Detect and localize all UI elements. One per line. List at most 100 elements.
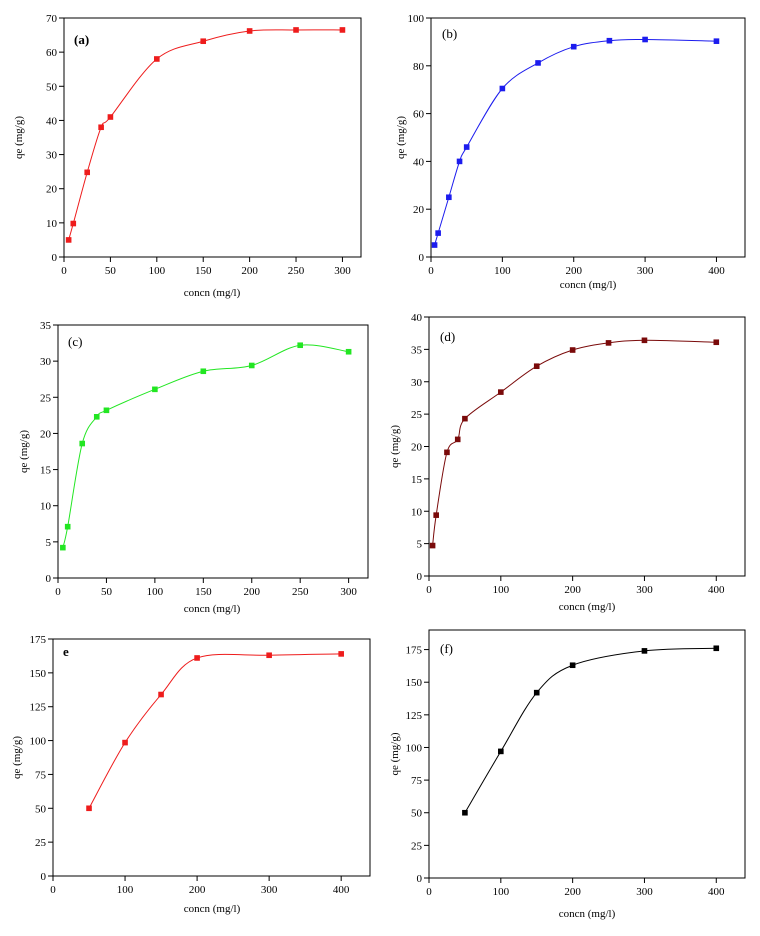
x-tick-label: 0 xyxy=(55,586,61,598)
data-point xyxy=(533,689,540,696)
data-point xyxy=(641,337,648,344)
fit-curve xyxy=(88,653,342,809)
x-tick-label: 200 xyxy=(565,265,582,277)
y-tick-label: 0 xyxy=(417,873,423,885)
y-tick-label: 75 xyxy=(35,769,47,781)
x-tick-label: 200 xyxy=(564,584,581,596)
data-point xyxy=(338,651,344,657)
data-point xyxy=(70,220,77,227)
panel-label: (a) xyxy=(74,32,89,47)
data-point xyxy=(605,340,612,346)
x-axis-label: concn (mg/l) xyxy=(184,287,241,299)
x-tick-label: 100 xyxy=(493,584,510,596)
fit-curve xyxy=(68,29,343,241)
chart-panel-4: 0 100 200 300 400 0 5 10 15 20 25 30 35 40 concn (mg/l… xyxy=(389,312,746,613)
x-tick-label: 400 xyxy=(708,886,725,898)
data-point xyxy=(297,342,303,349)
y-tick-label: 10 xyxy=(40,501,52,513)
y-tick-label: 20 xyxy=(46,184,58,196)
y-tick-label: 40 xyxy=(46,115,58,127)
data-point xyxy=(79,440,86,447)
data-point xyxy=(569,347,576,353)
y-tick-label: 30 xyxy=(411,377,423,389)
y-tick-label: 35 xyxy=(411,344,423,356)
data-point xyxy=(93,414,100,420)
x-tick-label: 100 xyxy=(117,884,134,896)
data-point xyxy=(533,363,540,370)
y-tick-label: 0 xyxy=(41,871,47,883)
x-axis-label: concn (mg/l) xyxy=(559,601,616,613)
data-point xyxy=(446,194,452,201)
data-point xyxy=(606,37,613,44)
y-tick-label: 50 xyxy=(35,803,47,815)
y-tick-label: 20 xyxy=(413,204,425,216)
y-tick-label: 40 xyxy=(413,156,425,168)
panel-label: e xyxy=(63,644,69,659)
y-tick-label: 0 xyxy=(419,252,425,264)
x-tick-label: 100 xyxy=(493,886,510,898)
x-axis-label: concn (mg/l) xyxy=(184,903,241,915)
data-point xyxy=(535,60,541,66)
x-tick-label: 200 xyxy=(189,884,206,896)
y-tick-label: 25 xyxy=(35,837,47,849)
y-tick-label: 5 xyxy=(417,539,423,551)
x-tick-label: 100 xyxy=(149,265,166,277)
y-tick-label: 25 xyxy=(411,409,423,421)
y-tick-label: 50 xyxy=(411,808,423,820)
data-point xyxy=(65,237,72,243)
y-tick-label: 60 xyxy=(413,109,425,121)
y-tick-label: 30 xyxy=(40,356,52,368)
x-tick-label: 200 xyxy=(241,265,258,277)
data-point xyxy=(64,523,71,530)
y-axis-label: qe (mg/g) xyxy=(18,430,30,473)
data-point xyxy=(98,124,104,131)
y-tick-label: 5 xyxy=(46,537,52,549)
x-tick-label: 300 xyxy=(637,265,654,277)
y-tick-label: 100 xyxy=(408,13,425,25)
data-point xyxy=(339,27,346,33)
data-point xyxy=(713,645,720,652)
data-point xyxy=(60,544,66,551)
data-point xyxy=(154,56,160,62)
y-tick-label: 15 xyxy=(40,465,52,477)
fit-curve xyxy=(464,647,717,813)
data-point xyxy=(293,27,299,33)
data-point xyxy=(463,144,470,150)
y-tick-label: 75 xyxy=(411,775,423,787)
data-point xyxy=(713,339,720,346)
y-tick-label: 175 xyxy=(406,645,423,657)
x-axis-label: concn (mg/l) xyxy=(184,603,241,615)
x-tick-label: 300 xyxy=(636,886,653,898)
data-point xyxy=(454,436,461,443)
fit-curve xyxy=(62,344,349,548)
y-tick-label: 0 xyxy=(52,252,58,264)
data-point xyxy=(194,655,200,661)
y-axis-label: qe (mg/g) xyxy=(389,732,401,775)
data-point xyxy=(433,512,439,518)
x-tick-label: 100 xyxy=(494,265,511,277)
y-axis-label: qe (mg/g) xyxy=(389,425,401,468)
panel-label: (c) xyxy=(68,334,82,349)
data-point xyxy=(122,739,128,746)
y-tick-label: 20 xyxy=(411,442,423,454)
y-tick-label: 15 xyxy=(411,474,423,486)
y-tick-label: 80 xyxy=(413,61,425,73)
y-tick-label: 20 xyxy=(40,428,52,440)
y-tick-label: 0 xyxy=(417,571,423,583)
y-tick-label: 0 xyxy=(46,573,52,585)
plot-frame xyxy=(57,324,369,579)
data-point xyxy=(103,407,110,414)
data-point xyxy=(462,415,468,422)
data-point xyxy=(456,158,463,165)
x-tick-label: 100 xyxy=(147,586,164,598)
y-tick-label: 10 xyxy=(46,218,58,230)
fit-curve xyxy=(432,339,717,546)
y-tick-label: 30 xyxy=(46,150,58,162)
x-tick-label: 150 xyxy=(195,265,212,277)
plot-frame xyxy=(52,638,371,877)
x-tick-label: 0 xyxy=(428,265,434,277)
data-point xyxy=(200,368,207,375)
data-point xyxy=(84,169,91,176)
plot-frame xyxy=(63,17,362,258)
y-tick-label: 70 xyxy=(46,13,58,25)
